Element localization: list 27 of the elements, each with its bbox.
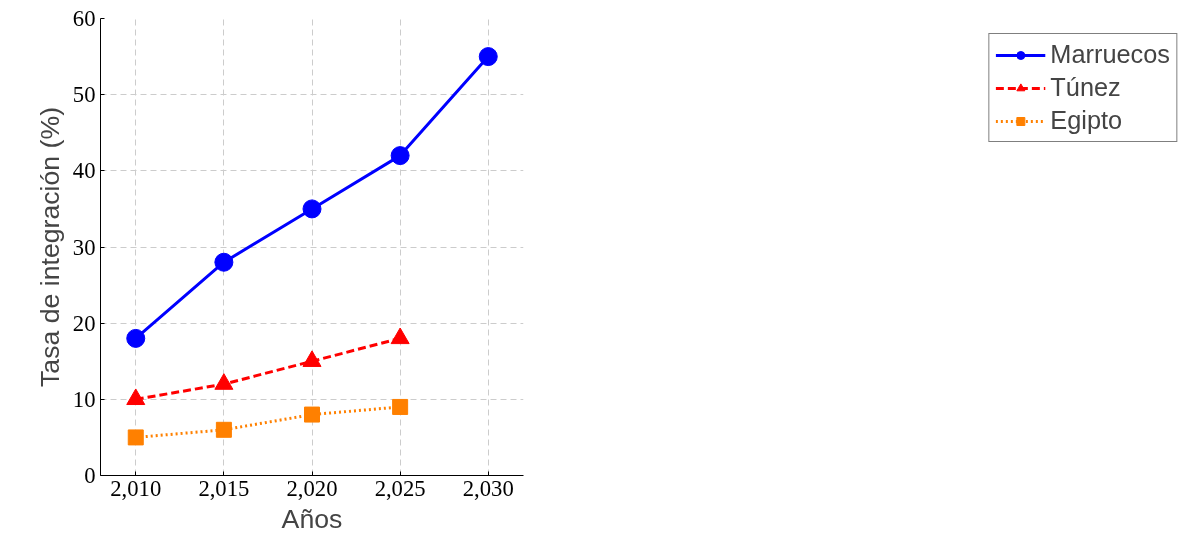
point (304, 406, 320, 423)
point (126, 328, 146, 348)
y-tick-label: 10 (72, 386, 96, 412)
point (214, 252, 234, 272)
point (215, 421, 232, 438)
legend-label: Egipto (1050, 106, 1123, 135)
x-axis-title: Años (281, 503, 343, 534)
point (392, 398, 409, 415)
x-tick-label: 2,015 (198, 475, 250, 501)
x-tick-label: 2,010 (110, 475, 162, 501)
y-tick-label: 60 (72, 6, 96, 31)
x-tick-label: 2,030 (462, 475, 514, 501)
y-tick-label: 30 (72, 234, 96, 260)
point (478, 47, 498, 67)
point (390, 146, 410, 166)
y-tick-label: 20 (72, 310, 96, 336)
y-tick-label: 40 (72, 158, 96, 184)
x-tick-label: 2,020 (286, 475, 338, 501)
legend-label: Marruecos (1050, 40, 1170, 69)
y-tick-label: 50 (72, 82, 96, 108)
point (127, 429, 144, 446)
y-tick-label: 0 (84, 463, 96, 488)
legend-label: Túnez (1050, 73, 1121, 102)
point (126, 388, 146, 406)
y-axis-title: Tasa de integración (%) (34, 106, 65, 388)
x-tick-label: 2,025 (374, 475, 426, 501)
point (302, 199, 322, 219)
